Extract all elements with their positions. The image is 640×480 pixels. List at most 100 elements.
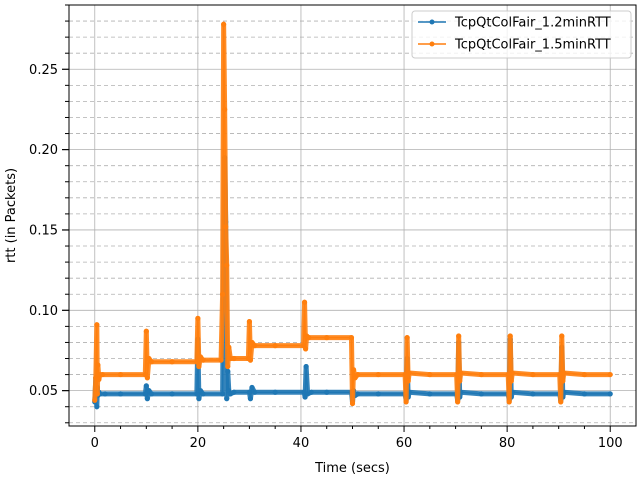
series-1-point xyxy=(303,363,309,370)
series-1-point xyxy=(427,391,433,397)
series-2-point xyxy=(94,391,100,397)
series-2-point xyxy=(456,333,462,339)
series-1-point xyxy=(196,396,202,402)
y-tick-label: 0.25 xyxy=(29,63,58,78)
series-1-point xyxy=(246,389,253,395)
legend: TcpQtColFair_1.2minRTT TcpQtColFair_1.5m… xyxy=(411,10,632,59)
series-1-point xyxy=(251,389,258,395)
series-2-point xyxy=(221,21,227,27)
series-1-point xyxy=(225,368,231,374)
series-1-point xyxy=(324,389,330,395)
x-tick-label: 20 xyxy=(190,436,207,451)
series-2-point xyxy=(406,370,412,376)
series-2-point xyxy=(403,399,409,405)
series-1-point xyxy=(102,391,108,397)
x-tick-label: 100 xyxy=(598,436,623,451)
series-2-point xyxy=(455,399,461,405)
series-2-point xyxy=(302,346,309,352)
series-2-point xyxy=(478,371,484,378)
series-1-point xyxy=(478,391,484,397)
legend-marker-1 xyxy=(429,19,435,25)
series-2-point xyxy=(117,371,124,378)
series-1-point xyxy=(194,391,200,397)
series-1-point xyxy=(607,391,613,397)
series-2-point xyxy=(200,357,206,363)
series-2-point xyxy=(225,363,231,370)
series-1-point xyxy=(143,383,149,389)
series-2-point xyxy=(94,322,100,328)
series-2-point xyxy=(196,363,202,370)
series-2-point xyxy=(195,315,201,321)
series-2-point xyxy=(92,397,98,403)
series-2-point xyxy=(194,359,200,365)
series-2-point xyxy=(607,371,613,378)
series-2-point xyxy=(558,399,564,405)
series-2-point xyxy=(223,224,229,230)
series-2-point xyxy=(560,378,566,384)
series-1-point xyxy=(581,391,588,397)
series-2-point xyxy=(375,371,381,378)
series-2-point xyxy=(218,357,224,363)
series-2-point xyxy=(355,371,361,378)
series-2-point xyxy=(220,291,226,297)
series-1-point xyxy=(375,391,381,397)
x-axis-label: Time (secs) xyxy=(314,461,390,476)
series-2-point xyxy=(349,400,356,407)
series-1-point xyxy=(144,396,150,402)
series-2-point xyxy=(508,378,514,384)
series-1-point xyxy=(94,404,100,410)
axis-ticks: 0 20 40 60 80 100 0.05 0.10 0.15 0.20 0.25 xyxy=(29,4,623,451)
series-2-point xyxy=(231,355,237,362)
series-1-point xyxy=(272,389,278,395)
y-tick-label: 0.20 xyxy=(29,143,58,158)
series-2-point xyxy=(143,328,149,334)
series-2-point xyxy=(169,359,175,365)
series-2-point xyxy=(509,370,515,376)
x-tick-label: 60 xyxy=(396,436,413,451)
legend-label-1: TcpQtColFair_1.2minRTT xyxy=(454,16,611,31)
series-2-point xyxy=(506,399,512,405)
series-1-point xyxy=(231,389,237,395)
series-1-point xyxy=(355,391,361,397)
series-2-point xyxy=(246,318,253,325)
legend-marker-2 xyxy=(429,41,435,47)
x-tick-label: 0 xyxy=(91,436,99,451)
series-2-point xyxy=(350,367,357,373)
series-1-point xyxy=(169,391,175,397)
series-2-point xyxy=(507,333,513,339)
series-2-point xyxy=(404,335,410,341)
series-2-point xyxy=(226,344,232,350)
series-1-point xyxy=(200,391,206,397)
series-2-point xyxy=(581,371,588,378)
series-2-point xyxy=(272,343,278,349)
series-2-point xyxy=(458,370,464,376)
series-1-point xyxy=(308,389,314,395)
x-tick-label: 40 xyxy=(293,436,310,451)
series-2-point xyxy=(348,335,355,341)
series-2-point xyxy=(457,378,463,384)
series-1-point xyxy=(220,391,226,397)
series-layer xyxy=(92,21,613,410)
legend-box xyxy=(411,10,632,59)
series-2-point xyxy=(251,343,258,349)
series-2-point xyxy=(301,299,308,305)
series-2-point xyxy=(227,355,233,362)
series-2-point xyxy=(454,371,460,378)
series-1-point xyxy=(249,384,255,391)
series-2-point xyxy=(505,371,511,378)
series-2-point xyxy=(557,371,563,378)
x-tick-label: 80 xyxy=(499,436,516,451)
y-axis-label: rtt (in Packets) xyxy=(4,168,19,263)
series-1-point xyxy=(142,391,148,397)
series-2-point xyxy=(561,370,567,376)
series-1-point xyxy=(117,391,124,397)
series-2-point xyxy=(247,357,254,363)
series-1-point xyxy=(148,391,155,397)
legend-label-2: TcpQtColFair_1.5minRTT xyxy=(454,38,611,53)
series-2-point xyxy=(402,371,408,378)
series-2-point xyxy=(559,333,565,339)
series-2-point xyxy=(530,371,536,378)
series-2-point xyxy=(324,335,330,341)
